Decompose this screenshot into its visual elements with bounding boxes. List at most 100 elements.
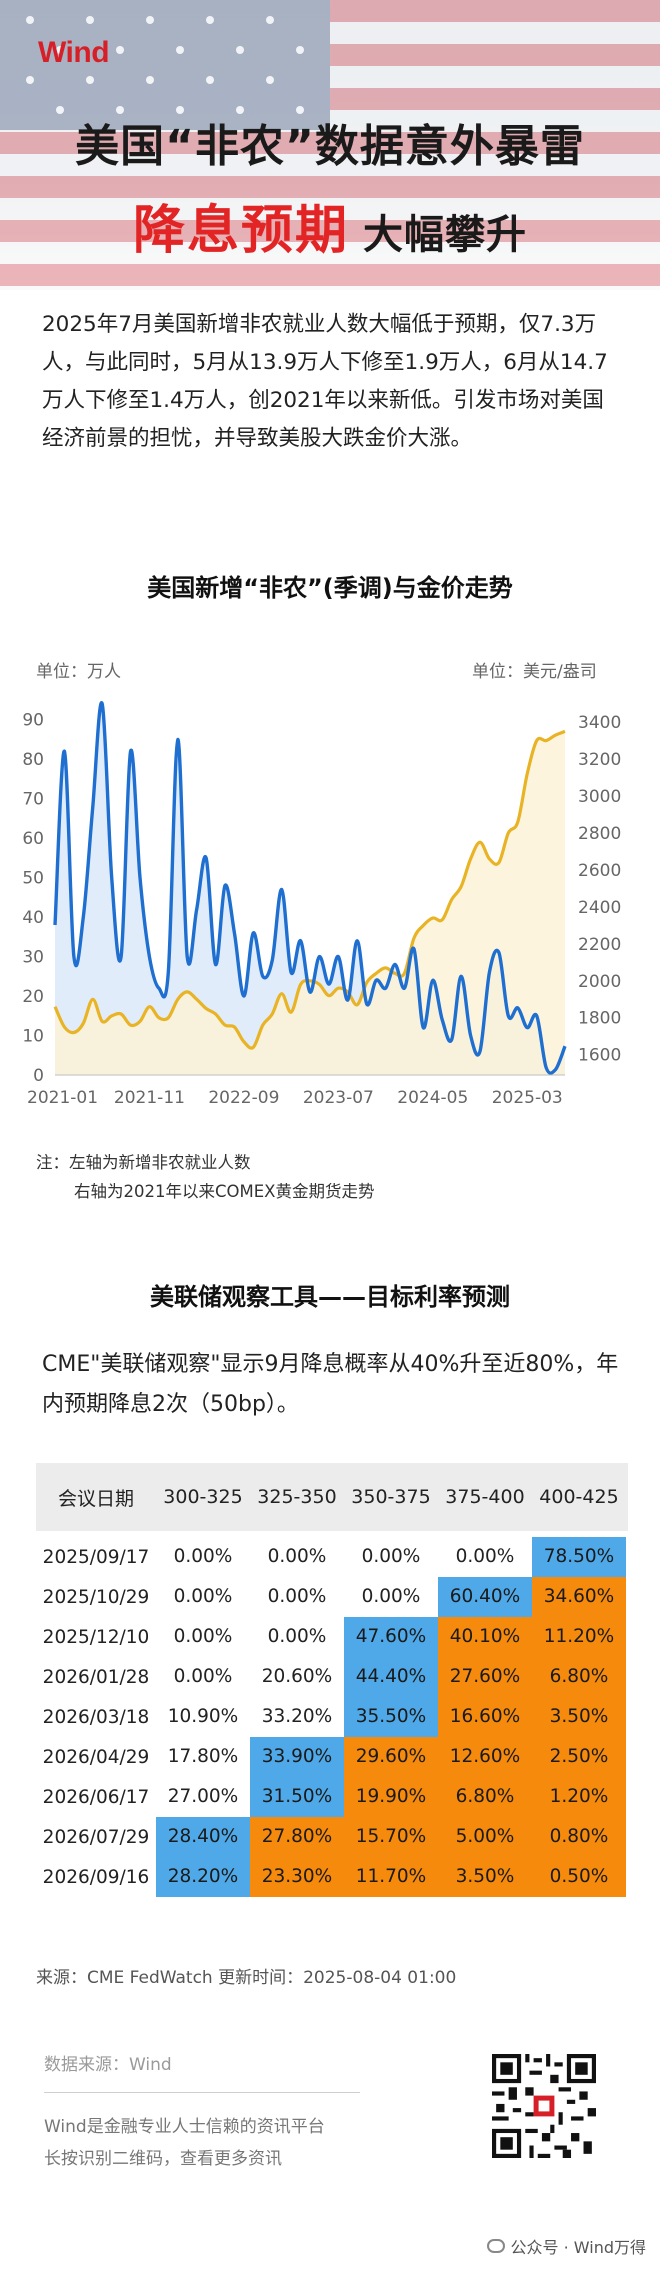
left-axis-tick-label: 70 [22,790,44,810]
probability-cell: 47.60% [344,1617,438,1657]
probability-cell: 27.60% [438,1657,532,1697]
probability-cell: 16.60% [438,1697,532,1737]
header-cell: 325-350 [257,1486,337,1508]
header-cell: 300-325 [163,1486,243,1508]
probability-cell: 2.50% [532,1737,626,1777]
probability-cell: 15.70% [344,1817,438,1857]
gold-price-line [53,729,566,1050]
table-row: 2026/03/18 10.90% 33.20% 35.50% 16.60% 3.50% [36,1697,628,1737]
table-row: 2026/04/29 17.80% 33.90% 29.60% 12.60% 2.50% [36,1737,628,1777]
left-axis-tick-label: 40 [22,908,44,928]
probability-cell: 1.20% [532,1777,626,1817]
footer-tagline: Wind是金融专业人士信赖的资讯平台 [44,2117,325,2137]
right-axis-tick-label: 2000 [578,972,621,992]
header-banner: Wind 美国“非农”数据意外暴雷 降息预期 大幅攀升 [0,0,660,290]
probability-cell: 3.50% [438,1857,532,1897]
right-axis-tick-label: 1800 [578,1009,621,1029]
probability-cell: 0.00% [267,1546,327,1567]
x-axis-tick-label: 2024-05 [397,1088,468,1108]
table-section-title: 美联储观察工具——目标利率预测 [150,1283,510,1311]
table-row: 2026/07/29 28.40% 27.80% 15.70% 5.00% 0.80% [36,1817,628,1857]
jobs-area [55,702,565,1075]
note-label: 注： [36,1153,69,1172]
us-flag-background-icon [0,0,660,290]
watermark-text: 公众号 · Wind万得 [510,2238,646,2257]
right-axis-tick-label: 1600 [578,1046,621,1066]
nonfarm-payrolls-line [53,701,567,1075]
meeting-date-cell: 2026/04/29 [42,1746,150,1768]
probability-cell: 44.40% [344,1657,438,1697]
table-row: 2026/06/17 27.00% 31.50% 19.90% 6.80% 1.20% [36,1777,628,1817]
page-subtitle: 降息预期 大幅攀升 [0,188,660,263]
header-cell: 350-375 [351,1486,431,1508]
meeting-date-cell: 2026/03/18 [42,1706,150,1728]
right-axis-tick-label: 2200 [578,935,621,955]
meeting-date-cell: 2025/12/10 [42,1626,150,1648]
probability-cell: 5.00% [438,1817,532,1857]
chart-title: 美国新增“非农”(季调)与金价走势 [147,574,513,602]
probability-cell: 35.50% [344,1697,438,1737]
probability-cell: 78.50% [532,1537,626,1577]
probability-cell: 17.80% [167,1746,239,1767]
probability-cell: 23.30% [250,1857,344,1897]
probability-cell: 20.60% [261,1666,333,1687]
probability-cell: 40.10% [438,1617,532,1657]
probability-cell: 3.50% [532,1697,626,1737]
probability-cell: 31.50% [250,1777,344,1817]
probability-cell: 34.60% [532,1577,626,1617]
probability-cell: 27.00% [167,1786,239,1807]
meeting-date-cell: 2026/06/17 [42,1786,150,1808]
x-axis-tick-label: 2025-03 [492,1088,563,1108]
left-axis-tick-label: 0 [33,1066,44,1086]
probability-cell: 0.00% [455,1546,515,1567]
table-description: CME"美联储观察"显示9月降息概率从40%升至近80%，年内预期降息2次（50… [42,1352,619,1417]
qr-code-icon[interactable] [492,2054,596,2158]
page-title: 美国“非农”数据意外暴雷 [75,121,585,172]
probability-cell: 19.90% [344,1777,438,1817]
left-axis-tick-label: 60 [22,829,44,849]
watermark: 公众号 · Wind万得 [486,2234,646,2258]
probability-cell: 33.20% [261,1706,333,1727]
note-left-axis: 左轴为新增非农就业人数 [69,1153,251,1172]
table-row: 2025/12/10 0.00% 0.00% 47.60% 40.10% 11.20% [36,1617,628,1657]
probability-cell: 28.20% [156,1857,250,1897]
table-source: 来源：CME FedWatch 更新时间：2025-08-04 01:00 [36,1968,457,1988]
probability-cell: 0.80% [532,1817,626,1857]
subtitle-highlight: 降息预期 [132,201,349,261]
right-axis-tick-label: 2600 [578,861,621,881]
x-axis-tick-label: 2022-09 [208,1088,279,1108]
footer-divider [44,2092,360,2093]
right-axis-tick-label: 3400 [578,713,621,733]
probability-cell: 28.40% [156,1817,250,1857]
probability-cell: 0.00% [361,1586,421,1607]
intro-paragraph: 2025年7月美国新增非农就业人数大幅低于预期，仅7.3万人，与此同时，5月从1… [42,312,608,451]
probability-cell: 0.00% [267,1586,327,1607]
left-axis-tick-label: 90 [22,711,44,731]
table-row: 2026/01/28 0.00% 20.60% 44.40% 27.60% 6.80% [36,1657,628,1697]
x-axis-tick-label: 2021-11 [114,1088,185,1108]
right-axis-tick-label: 3200 [578,750,621,770]
right-axis-tick-label: 2400 [578,898,621,918]
rate-probability-table: 会议日期 300-325 325-350 350-375 375-400 400… [36,1463,628,1897]
left-axis-tick-label: 80 [22,750,44,770]
header-cell: 375-400 [445,1486,525,1508]
left-axis-tick-label: 10 [22,1027,44,1047]
line-chart: 0 10 20 30 40 50 60 70 80 90 1600 1800 2000 2200 2400 2… [22,701,621,1108]
meeting-date-cell: 2025/09/17 [42,1546,150,1568]
probability-cell: 0.00% [173,1546,233,1567]
x-axis-tick-label: 2021-01 [27,1088,98,1108]
meeting-date-cell: 2026/01/28 [42,1666,150,1688]
subtitle-rest: 大幅攀升 [363,212,527,258]
right-axis-tick-label: 3000 [578,787,621,807]
wind-logo: Wind [38,36,110,69]
probability-cell: 0.00% [267,1626,327,1647]
probability-cell: 0.00% [173,1626,233,1647]
probability-cell: 0.00% [173,1586,233,1607]
data-source: 数据来源：Wind [44,2055,172,2075]
right-axis-tick-label: 2800 [578,824,621,844]
left-axis-tick-label: 50 [22,869,44,889]
probability-cell: 0.00% [361,1546,421,1567]
footer-qr-hint: 长按识别二维码，查看更多资讯 [44,2149,282,2169]
probability-cell: 6.80% [438,1777,532,1817]
table-row: 2026/09/16 28.20% 23.30% 11.70% 3.50% 0.50% [36,1857,628,1897]
